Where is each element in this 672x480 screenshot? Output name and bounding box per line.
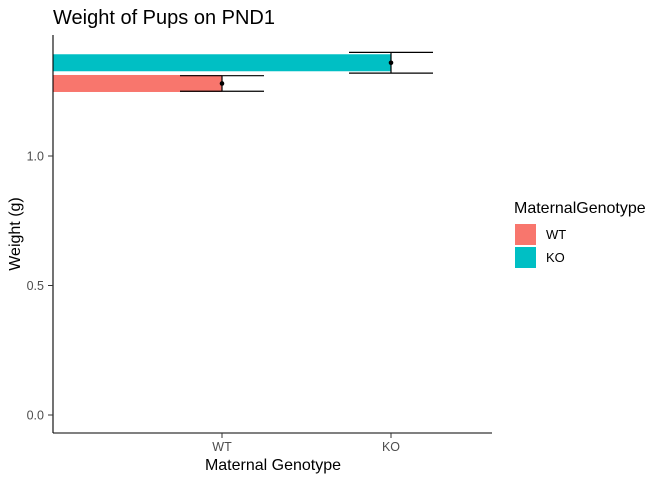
x-tick-label: WT [212,440,232,454]
y-axis-ticks: 0.0 0.5 1.0 [27,150,53,423]
x-axis-ticks: WT KO [212,433,400,454]
y-tick-label: 1.0 [27,150,44,164]
y-axis-title: Weight (g) [7,197,24,271]
legend-title: MaternalGenotype [514,200,646,217]
plot-area [53,51,433,92]
y-tick-label: 0.0 [27,409,44,423]
legend-swatch-ko [515,247,536,268]
bar-ko [53,54,391,72]
legend-label-ko: KO [546,250,565,265]
chart-title: Weight of Pups on PND1 [53,7,275,29]
legend-swatch-wt [515,224,536,245]
mean-point-ko [388,60,394,66]
bar-wt [53,74,222,92]
legend-label-wt: WT [546,227,566,242]
y-tick-label: 0.5 [27,279,44,293]
mean-point-wt [219,81,225,86]
legend: MaternalGenotype WT KO [514,200,646,268]
x-tick-label: KO [382,440,400,454]
x-axis-title: Maternal Genotype [205,457,341,474]
